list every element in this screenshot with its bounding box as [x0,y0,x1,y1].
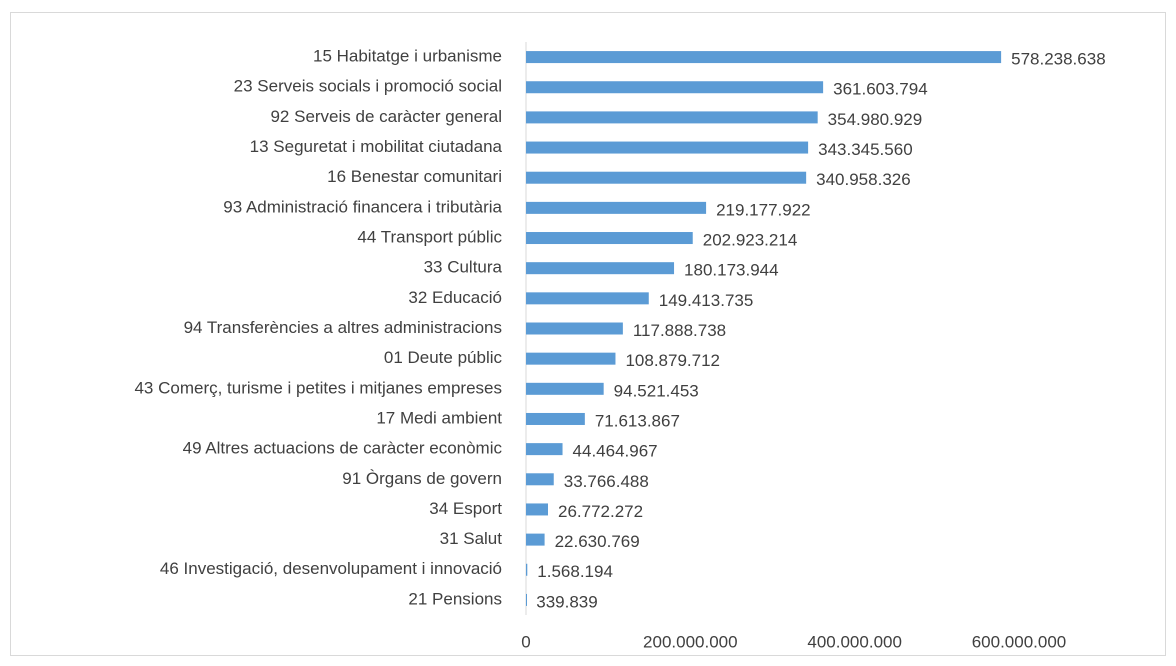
data-label: 108.879.712 [625,351,720,370]
bar [526,563,528,576]
y-tick-label: 31 Salut [440,529,503,548]
x-tick-label: 400.000.000 [807,632,902,651]
y-tick-label: 16 Benestar comunitari [327,167,502,186]
x-tick-label: 200.000.000 [643,632,738,651]
y-tick-label: 94 Transferències a altres administracio… [184,318,502,337]
data-label: 339.839 [536,592,597,611]
data-label: 149.413.735 [659,291,754,310]
data-label: 354.980.929 [828,110,923,129]
bar [526,533,545,546]
data-label: 22.630.769 [555,532,640,551]
bar [526,141,809,154]
bar [526,171,807,184]
y-tick-label: 15 Habitatge i urbanisme [313,47,502,66]
x-tick-label: 600.000.000 [972,632,1067,651]
bar [526,352,616,365]
y-tick-label: 44 Transport públic [357,228,502,247]
y-tick-label: 91 Òrgans de govern [342,469,502,488]
bar [526,81,824,94]
y-tick-label: 33 Cultura [424,258,503,277]
data-label: 578.238.638 [1011,50,1106,69]
y-tick-label: 32 Educació [408,288,502,307]
data-label: 117.888.738 [633,321,726,340]
data-label: 340.958.326 [816,170,911,189]
y-tick-label: 17 Medi ambient [376,408,502,427]
y-tick-label: 01 Deute públic [384,348,503,367]
data-label: 26.772.272 [558,502,643,521]
y-tick-label: 49 Altres actuacions de caràcter econòmi… [183,439,503,458]
bar [526,382,604,395]
data-label: 1.568.194 [537,562,613,581]
bar [526,111,818,124]
data-label: 361.603.794 [833,80,928,99]
bar [526,201,707,214]
y-tick-label: 34 Esport [429,499,502,518]
bar [526,51,1002,64]
y-tick-label: 23 Serveis socials i promoció social [234,77,502,96]
y-tick-label: 13 Seguretat i mobilitat ciutadana [250,137,503,156]
y-tick-label: 21 Pensions [408,589,502,608]
data-label: 94.521.453 [614,381,699,400]
bar [526,292,649,305]
bar [526,503,548,516]
data-label: 33.766.488 [564,472,649,491]
data-label: 343.345.560 [818,140,913,159]
data-label: 180.173.944 [684,261,779,280]
bar [526,473,554,486]
data-label: 202.923.214 [703,231,798,250]
bar [526,412,585,425]
bar [526,322,623,335]
y-tick-label: 46 Investigació, desenvolupament i innov… [160,559,502,578]
bar [526,262,675,275]
bar [526,443,563,456]
x-tick-label: 0 [521,632,530,651]
y-tick-label: 92 Serveis de caràcter general [270,107,502,126]
bar [526,232,693,245]
data-label: 44.464.967 [573,442,658,461]
y-tick-label: 43 Comerç, turisme i petites i mitjanes … [134,378,502,397]
data-label: 71.613.867 [595,411,680,430]
data-label: 219.177.922 [716,200,811,219]
bar [526,593,527,606]
y-tick-label: 93 Administració financera i tributària [223,197,502,216]
